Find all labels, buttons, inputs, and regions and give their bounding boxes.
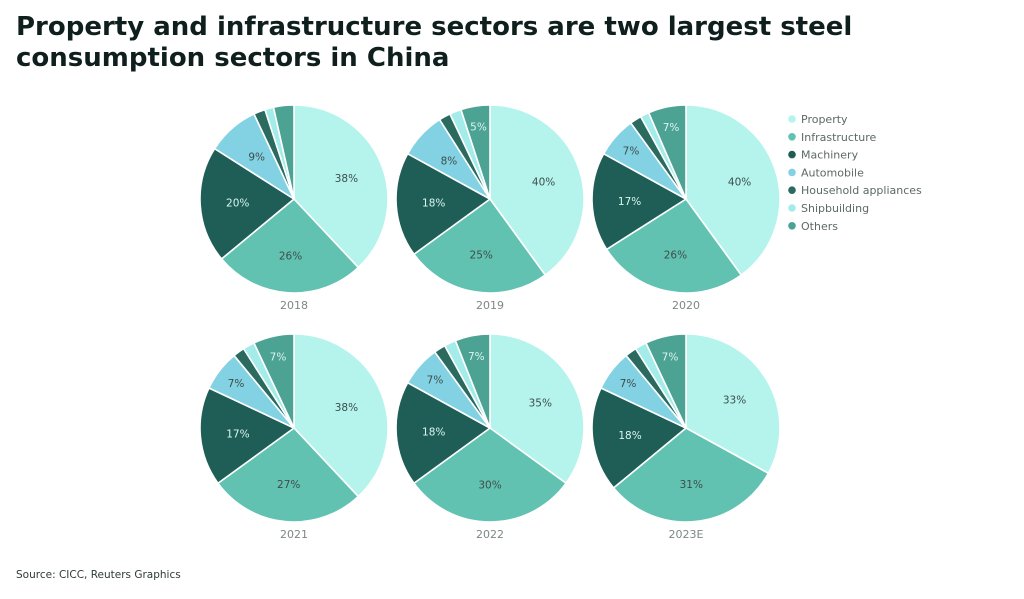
slice-label-2020-others: 7% [663, 122, 680, 134]
slice-label-2023E-others: 7% [662, 351, 679, 363]
slice-label-2021-automobile: 7% [228, 378, 245, 390]
source-note: Source: CICC, Reuters Graphics [16, 569, 181, 581]
slice-2022-infrastructure [412, 427, 568, 523]
slice-2019-machinery [395, 152, 492, 256]
slice-label-2022-machinery: 18% [422, 427, 445, 439]
slice-label-2023E-automobile: 7% [620, 378, 637, 390]
slice-2020-others [647, 104, 687, 200]
slice-label-2023E-machinery: 18% [618, 430, 641, 442]
slice-label-2020-automobile: 7% [623, 146, 640, 158]
chart-title: Property and infrastructure sectors are … [16, 12, 853, 73]
slice-label-2018-infrastructure: 26% [279, 250, 302, 262]
slice-label-2021-property: 38% [335, 402, 358, 414]
pie-2020: 40% 26% 17% 7% 7% 2020 [591, 104, 781, 312]
legend-marker-property [788, 115, 796, 123]
legend-item-others: Others [801, 220, 838, 233]
slice-label-2023E-property: 33% [723, 394, 746, 406]
slice-2019-property [489, 104, 585, 277]
slice-label-2020-property: 40% [728, 177, 751, 189]
legend-item-property: Property [801, 113, 848, 126]
slice-label-2019-infrastructure: 25% [470, 250, 493, 262]
legend-marker-shipbuilding [788, 204, 796, 212]
slice-label-2023E-infrastructure: 31% [680, 479, 703, 491]
year-label-2020: 2020 [672, 299, 700, 312]
pie-2022: 35% 30% 18% 7% 7% 2022 [395, 333, 585, 541]
slice-label-2020-infrastructure: 26% [664, 249, 687, 261]
year-label-2022: 2022 [476, 528, 504, 541]
legend-marker-household-appliances [788, 186, 796, 194]
pie-2021: 38% 27% 17% 7% 7% 2021 [199, 333, 389, 541]
slice-2022-machinery [395, 381, 492, 485]
legend-marker-others [788, 222, 796, 230]
slice-2019-others [459, 104, 491, 200]
slice-label-2022-automobile: 7% [427, 375, 444, 387]
legend: Property Infrastructure Machinery Automobil… [788, 113, 922, 233]
slice-label-2022-others: 7% [468, 351, 485, 363]
slice-label-2018-machinery: 20% [226, 198, 249, 210]
legend-marker-automobile [788, 168, 796, 177]
year-label-2021: 2021 [280, 528, 308, 541]
slice-2019-infrastructure [412, 197, 547, 294]
legend-marker-machinery [788, 150, 796, 159]
slice-label-2019-machinery: 18% [422, 198, 445, 210]
legend-item-household-appliances: Household appliances [801, 184, 922, 197]
slice-2021-property [293, 333, 389, 498]
slice-label-2021-infrastructure: 27% [277, 479, 300, 491]
slice-2020-machinery [591, 152, 688, 251]
slice-2020-property [685, 104, 781, 277]
legend-item-shipbuilding: Shipbuilding [801, 202, 869, 215]
slice-2022-others [454, 333, 491, 429]
slice-label-2022-property: 35% [529, 397, 552, 409]
slice-2021-machinery [199, 386, 296, 485]
year-label-2023E: 2023E [669, 528, 704, 541]
slice-2023E-infrastructure [612, 427, 770, 523]
year-label-2018: 2018 [280, 299, 308, 312]
slice-label-2022-infrastructure: 30% [478, 479, 501, 491]
slice-label-2021-machinery: 17% [226, 428, 249, 440]
slice-2018-property [293, 104, 389, 269]
slice-2023E-others [644, 333, 687, 429]
slice-2023E-property [685, 333, 781, 475]
slice-2022-property [489, 333, 585, 485]
slice-2018-infrastructure [220, 197, 360, 294]
year-label-2019: 2019 [476, 299, 504, 312]
slice-2018-machinery [199, 147, 296, 261]
slice-2020-infrastructure [605, 197, 743, 294]
slice-label-2020-machinery: 17% [618, 196, 641, 208]
legend-item-machinery: Machinery [801, 149, 859, 162]
pie-2019: 40% 25% 18% 8% 5% 2019 [395, 104, 585, 312]
slice-label-2021-others: 7% [270, 351, 287, 363]
slice-2021-infrastructure [216, 426, 360, 523]
slice-2021-others [252, 333, 295, 429]
pie-2023E: 33% 31% 18% 7% 7% 2023E [591, 333, 781, 541]
slice-label-2018-property: 38% [335, 173, 358, 185]
slice-label-2019-property: 40% [532, 177, 555, 189]
slice-label-2019-others: 5% [470, 122, 487, 134]
legend-item-infrastructure: Infrastructure [801, 131, 877, 144]
slice-label-2018-automobile: 9% [248, 152, 265, 164]
pie-2018: 38% 26% 20% 9% 2018 [199, 104, 389, 312]
slice-2023E-machinery [591, 386, 688, 490]
slice-2018-others [272, 104, 295, 200]
legend-item-automobile: Automobile [801, 166, 864, 179]
legend-marker-infrastructure [788, 133, 796, 141]
slice-label-2019-automobile: 8% [441, 155, 458, 167]
